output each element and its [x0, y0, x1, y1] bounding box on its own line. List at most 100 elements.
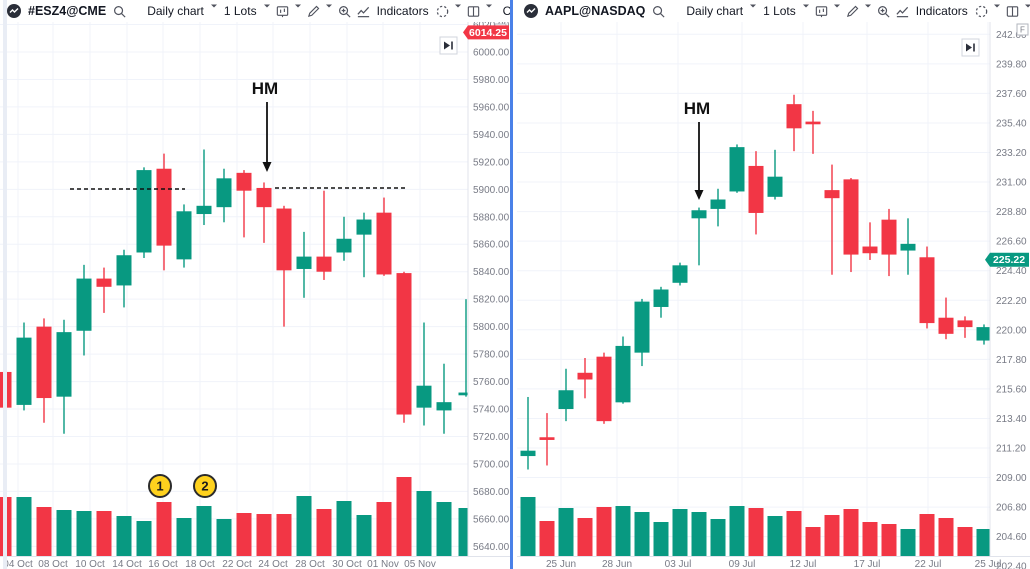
- lots-button[interactable]: 1 Lots: [763, 4, 796, 18]
- interval-button[interactable]: Daily chart: [147, 4, 204, 18]
- hm-arrowhead: [694, 190, 704, 200]
- interval-button[interactable]: Daily chart: [686, 4, 744, 18]
- volume-bar: [136, 521, 152, 556]
- drawing-tools-icon[interactable]: [845, 2, 860, 20]
- price-scale-label: 242.00: [996, 30, 1027, 41]
- last-price-badge: 6014.25: [463, 25, 509, 40]
- chart-style-icon[interactable]: [814, 2, 829, 20]
- zoom-in-icon[interactable]: [337, 2, 352, 20]
- candle-body: [56, 332, 72, 397]
- go-to-realtime-button[interactable]: [961, 38, 980, 57]
- price-scale-label: 5700.00: [473, 459, 510, 470]
- indicators-button[interactable]: Indicators: [915, 4, 968, 18]
- lots-button[interactable]: 1 Lots: [223, 4, 257, 18]
- candle-body: [729, 147, 745, 192]
- search-icon[interactable]: [112, 2, 127, 20]
- price-scale-bg[interactable]: [990, 22, 1030, 569]
- chart-style-icon[interactable]: [275, 2, 290, 20]
- candle-body: [520, 450, 536, 457]
- price-chart[interactable]: HM126020.006000.005980.005960.005940.005…: [0, 20, 510, 569]
- chevron-down-icon[interactable]: [864, 2, 872, 20]
- marker-circle-2[interactable]: [193, 474, 217, 498]
- last-price-value: 6014.25: [469, 27, 507, 39]
- price-scale-label: 228.80: [996, 207, 1027, 218]
- chevron-down-icon[interactable]: [263, 2, 271, 20]
- candle-body: [196, 205, 212, 215]
- chevron-down-icon[interactable]: [802, 2, 810, 20]
- price-scale-label: 5980.00: [473, 75, 510, 86]
- go-to-realtime-button[interactable]: [439, 36, 458, 55]
- price-scale[interactable]: 242.00 239.80 237.60 235.40 233.20 231.00 228.…: [996, 30, 1027, 569]
- indicators-button[interactable]: Indicators: [376, 4, 429, 18]
- chevron-down-icon[interactable]: [485, 2, 493, 20]
- price-scale-label: 237.60: [996, 89, 1027, 100]
- candle-body: [458, 392, 474, 396]
- hm-label[interactable]: HM: [252, 79, 278, 98]
- search-icon[interactable]: [651, 2, 666, 20]
- zoom-in-icon[interactable]: [876, 2, 891, 20]
- volume-bar: [396, 477, 412, 556]
- logo-icon[interactable]: [523, 2, 539, 20]
- volume-pane: [0, 477, 474, 556]
- volume-bar: [976, 529, 992, 556]
- indicators-icon[interactable]: [356, 2, 371, 20]
- layout-grid-icon[interactable]: [1005, 2, 1020, 20]
- time-axis[interactable]: 25 Jun 28 Jun 03 Jul 09 Jul 12 Jul 17 Jul 22 J…: [546, 559, 1001, 569]
- chart-panel-es: #ESZ4@CME Daily chart 1 Lots Indicators Char…: [0, 0, 510, 569]
- indicators-icon[interactable]: [895, 2, 910, 20]
- volume-bar: [729, 506, 745, 556]
- time-axis-label: 14 Oct: [112, 559, 142, 569]
- time-axis[interactable]: 04 Oct 08 Oct 10 Oct 14 Oct 16 Oct 18 Oct 22 O…: [3, 559, 436, 569]
- candle-body: [296, 256, 312, 269]
- candle-body: [862, 246, 878, 254]
- price-scale-bg[interactable]: [468, 22, 510, 569]
- price-scale-corner-icon[interactable]: F: [1016, 23, 1029, 36]
- volume-bar: [116, 516, 132, 556]
- time-axis-label: 05 Nov: [404, 559, 436, 569]
- symbol-button[interactable]: AAPL@NASDAQ: [545, 4, 646, 18]
- hm-label[interactable]: HM: [684, 99, 710, 118]
- price-chart[interactable]: HM 242.00 239.80 237.60 235.40 233.20 231.00 22…: [517, 22, 1030, 569]
- chevron-down-icon[interactable]: [993, 2, 1001, 20]
- price-scale-label: 5900.00: [473, 185, 510, 196]
- time-axis-label: 10 Oct: [75, 559, 105, 569]
- chevron-down-icon[interactable]: [1024, 2, 1030, 20]
- price-scale-label: 217.80: [996, 355, 1027, 366]
- volume-bar: [691, 512, 707, 556]
- volume-bar: [276, 514, 292, 556]
- volume-bar: [596, 507, 612, 556]
- panel-divider[interactable]: [3, 0, 517, 569]
- chevron-down-icon[interactable]: [325, 2, 333, 20]
- price-scale-label: 215.60: [996, 384, 1027, 395]
- chevron-down-icon[interactable]: [294, 2, 302, 20]
- alert-icon[interactable]: [974, 2, 989, 20]
- chevron-down-icon[interactable]: [833, 2, 841, 20]
- time-axis-label: 22 Jul: [915, 559, 942, 569]
- drawing-tools-icon[interactable]: [306, 2, 321, 20]
- symbol-button[interactable]: #ESZ4@CME: [28, 4, 107, 18]
- alert-icon[interactable]: [435, 2, 450, 20]
- candle-body: [957, 320, 973, 328]
- time-axis-label: 25 Jun: [546, 559, 576, 569]
- chevron-down-icon[interactable]: [210, 2, 218, 20]
- chevron-down-icon[interactable]: [454, 2, 462, 20]
- price-scale-label: 235.40: [996, 118, 1027, 129]
- chevron-down-icon[interactable]: [749, 2, 757, 20]
- candle-body: [634, 301, 650, 353]
- price-scale-label: 231.00: [996, 178, 1027, 189]
- volume-bar: [767, 516, 783, 556]
- volume-bar: [520, 497, 536, 556]
- layout-grid-icon[interactable]: [466, 2, 481, 20]
- annotations: HM: [684, 99, 710, 200]
- chart-tab-label[interactable]: Chart: [502, 4, 510, 18]
- time-axis-label: 17 Jul: [854, 559, 881, 569]
- marker-circle-1[interactable]: [148, 474, 172, 498]
- logo-icon[interactable]: [6, 2, 22, 20]
- volume-bar: [256, 514, 272, 556]
- hm-arrowhead: [262, 162, 272, 172]
- volume-bar: [634, 512, 650, 556]
- candle-body: [76, 278, 92, 331]
- volume-bar: [376, 502, 392, 556]
